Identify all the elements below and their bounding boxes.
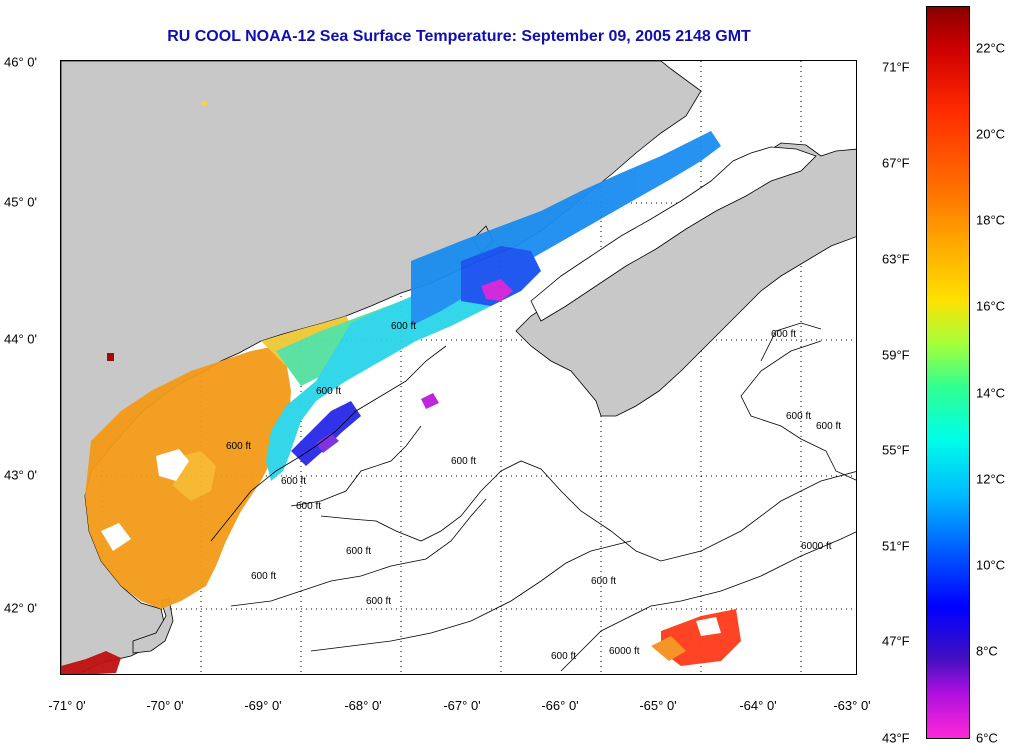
contour-label: 6000 ft bbox=[609, 646, 640, 657]
land-cape-cod bbox=[132, 598, 174, 654]
lat-tick-label: 44° 0' bbox=[4, 331, 37, 347]
colorbar-celsius-label: 14°C bbox=[976, 385, 1006, 401]
contour-label: 600 ft bbox=[551, 651, 577, 662]
contour-label: 600 ft bbox=[591, 576, 617, 587]
lon-tick-label: -65° 0' bbox=[639, 698, 677, 713]
colorbar-celsius-label: 8°C bbox=[976, 643, 998, 659]
colorbar-celsius-label: 18°C bbox=[976, 212, 1006, 228]
colorbar-celsius-label: 22°C bbox=[976, 40, 1006, 56]
colorbar-celsius-label: 20°C bbox=[976, 126, 1006, 142]
contour-label: 600 ft bbox=[226, 441, 252, 452]
lat-tick-label: 43° 0' bbox=[4, 467, 37, 483]
bathymetry-contours bbox=[210, 322, 856, 672]
lon-tick-label: -68° 0' bbox=[344, 698, 382, 713]
colorbar-fahrenheit-label: 59°F bbox=[882, 347, 910, 363]
lon-tick-label: -66° 0' bbox=[541, 698, 579, 713]
contour-label: 600 ft bbox=[316, 386, 342, 397]
contour-label: 600 ft bbox=[451, 456, 477, 467]
contour-label: 600 ft bbox=[816, 421, 842, 432]
contour-label: 600 ft bbox=[786, 411, 812, 422]
sst-map: 600 ft 600 ft 600 ft 600 ft 600 ft 600 f… bbox=[60, 60, 857, 675]
lon-tick-label: -64° 0' bbox=[739, 698, 777, 713]
colorbar-celsius-label: 16°C bbox=[976, 298, 1006, 314]
lon-tick-label: -71° 0' bbox=[48, 698, 86, 713]
contour-label: 600 ft bbox=[281, 476, 307, 487]
colorbar-fahrenheit-label: 67°F bbox=[882, 155, 910, 171]
lat-tick-label: 46° 0' bbox=[4, 54, 37, 70]
colorbar-celsius-label: 12°C bbox=[976, 471, 1006, 487]
lon-tick-label: -70° 0' bbox=[146, 698, 184, 713]
colorbar-fahrenheit-label: 71°F bbox=[882, 59, 910, 75]
colorbar-celsius-label: 10°C bbox=[976, 557, 1006, 573]
colorbar-fahrenheit-label: 51°F bbox=[882, 538, 910, 554]
contour-label: 600 ft bbox=[771, 329, 797, 340]
temperature-colorbar bbox=[926, 6, 970, 739]
colorbar-celsius-label: 6°C bbox=[976, 730, 998, 746]
bay-of-fundy bbox=[530, 146, 817, 322]
colorbar-fahrenheit-label: 55°F bbox=[882, 442, 910, 458]
lat-tick-label: 45° 0' bbox=[4, 194, 37, 210]
contour-label: 6000 ft bbox=[801, 541, 832, 552]
lon-tick-label: -69° 0' bbox=[244, 698, 282, 713]
lon-tick-label: -63° 0' bbox=[833, 698, 871, 713]
colorbar-fahrenheit-label: 43°F bbox=[882, 730, 910, 746]
contour-label: 600 ft bbox=[296, 501, 322, 512]
colorbar-fahrenheit-label: 47°F bbox=[882, 633, 910, 649]
contour-label: 600 ft bbox=[346, 546, 372, 557]
colorbar-fahrenheit-label: 63°F bbox=[882, 251, 910, 267]
sst-map-canvas bbox=[61, 61, 856, 674]
lat-tick-label: 42° 0' bbox=[4, 600, 37, 616]
sst-swath bbox=[61, 101, 741, 674]
map-title: RU COOL NOAA-12 Sea Surface Temperature:… bbox=[167, 28, 751, 45]
lon-tick-label: -67° 0' bbox=[443, 698, 481, 713]
contour-label: 600 ft bbox=[251, 571, 277, 582]
contour-label: 600 ft bbox=[391, 321, 417, 332]
contour-label: 600 ft bbox=[366, 596, 392, 607]
